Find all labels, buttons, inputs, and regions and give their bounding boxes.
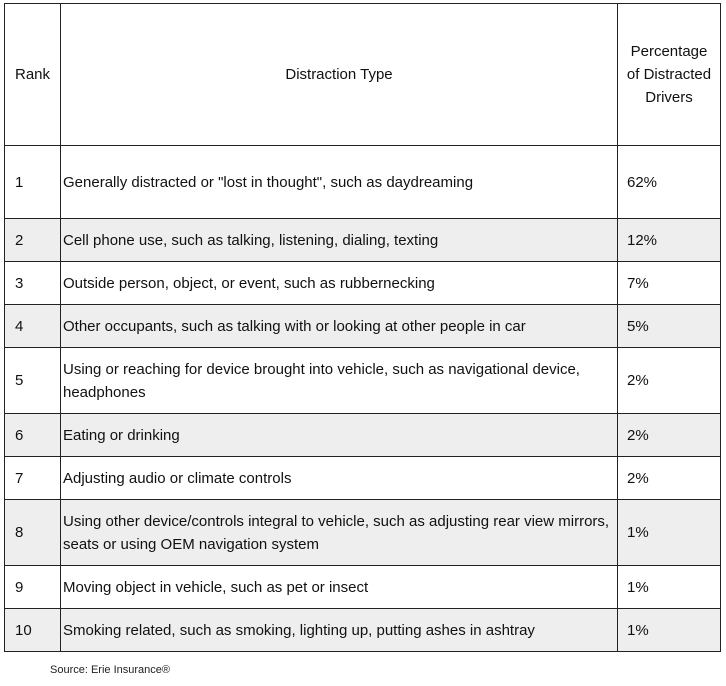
table-body: 1 Generally distracted or "lost in though… <box>4 145 721 652</box>
header-percentage-text: Percentage of Distracted Drivers <box>626 43 712 106</box>
rank-cell: 6 <box>4 413 61 457</box>
rank-cell: 5 <box>4 347 61 414</box>
percentage-cell: 2% <box>617 456 721 500</box>
table-row: 10 Smoking related, such as smoking, ligh… <box>4 608 721 652</box>
percentage-cell: 62% <box>617 145 721 219</box>
header-row: Rank Distraction Type Percentage of Dist… <box>4 3 721 146</box>
type-cell: Other occupants, such as talking with or… <box>60 304 618 348</box>
table-row: 2 Cell phone use, such as talking, listen… <box>4 218 721 262</box>
type-cell: Smoking related, such as smoking, lighti… <box>60 608 618 652</box>
table-row: 9 Moving object in vehicle, such as pet o… <box>4 565 721 609</box>
rank-cell: 9 <box>4 565 61 609</box>
table-row: 7 Adjusting audio or climate controls 2% <box>4 456 721 500</box>
table-header: Rank Distraction Type Percentage of Dist… <box>4 3 721 146</box>
rank-cell: 8 <box>4 499 61 566</box>
distraction-table: Rank Distraction Type Percentage of Dist… <box>4 3 721 652</box>
percentage-cell: 2% <box>617 413 721 457</box>
table-row: 4 Other occupants, such as talking with o… <box>4 304 721 348</box>
percentage-cell: 12% <box>617 218 721 262</box>
rank-cell: 2 <box>4 218 61 262</box>
percentage-cell: 2% <box>617 347 721 414</box>
rank-cell: 10 <box>4 608 61 652</box>
type-cell: Using other device/controls integral to … <box>60 499 618 566</box>
type-cell: Generally distracted or "lost in thought… <box>60 145 618 219</box>
percentage-cell: 7% <box>617 261 721 305</box>
type-cell: Using or reaching for device brought int… <box>60 347 618 414</box>
type-cell: Outside person, object, or event, such a… <box>60 261 618 305</box>
type-cell: Moving object in vehicle, such as pet or… <box>60 565 618 609</box>
percentage-cell: 1% <box>617 608 721 652</box>
rank-cell: 7 <box>4 456 61 500</box>
header-type: Distraction Type <box>60 3 618 146</box>
table-row: 1 Generally distracted or "lost in though… <box>4 145 721 219</box>
rank-cell: 1 <box>4 145 61 219</box>
type-cell: Adjusting audio or climate controls <box>60 456 618 500</box>
header-rank: Rank <box>4 3 61 146</box>
table-row: 3 Outside person, object, or event, such … <box>4 261 721 305</box>
rank-cell: 3 <box>4 261 61 305</box>
header-percentage: Percentage of Distracted Drivers <box>617 3 721 146</box>
source-note: Source: Erie Insurance® <box>50 664 170 676</box>
table-row: 5 Using or reaching for device brought in… <box>4 347 721 414</box>
percentage-cell: 1% <box>617 565 721 609</box>
percentage-cell: 1% <box>617 499 721 566</box>
type-cell: Eating or drinking <box>60 413 618 457</box>
rank-cell: 4 <box>4 304 61 348</box>
table-row: 8 Using other device/controls integral to… <box>4 499 721 566</box>
table-row: 6 Eating or drinking 2% <box>4 413 721 457</box>
type-cell: Cell phone use, such as talking, listeni… <box>60 218 618 262</box>
percentage-cell: 5% <box>617 304 721 348</box>
